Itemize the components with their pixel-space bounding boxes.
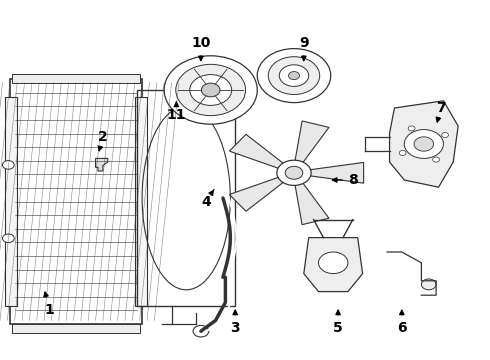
Circle shape	[164, 56, 257, 124]
Polygon shape	[390, 101, 458, 187]
Polygon shape	[303, 162, 364, 183]
Text: 5: 5	[333, 310, 343, 334]
Circle shape	[318, 252, 348, 274]
Circle shape	[190, 75, 232, 105]
Circle shape	[193, 325, 209, 337]
Bar	[12, 324, 140, 333]
Polygon shape	[304, 238, 363, 292]
Bar	[135, 97, 147, 306]
Circle shape	[399, 150, 406, 156]
Text: 6: 6	[397, 310, 407, 334]
Circle shape	[176, 64, 245, 116]
Circle shape	[2, 234, 14, 243]
Text: 9: 9	[299, 36, 309, 60]
Polygon shape	[294, 121, 329, 167]
Circle shape	[2, 161, 14, 169]
Bar	[5, 97, 17, 306]
Text: 10: 10	[191, 36, 211, 60]
Circle shape	[201, 83, 220, 97]
Circle shape	[414, 137, 434, 151]
Circle shape	[277, 160, 311, 185]
Text: 11: 11	[167, 102, 186, 122]
Circle shape	[408, 126, 415, 131]
Bar	[10, 79, 142, 324]
Polygon shape	[229, 134, 288, 171]
Text: 4: 4	[201, 189, 214, 208]
Polygon shape	[294, 179, 329, 225]
Circle shape	[421, 279, 436, 290]
Circle shape	[404, 130, 443, 158]
Text: 3: 3	[230, 310, 240, 334]
Polygon shape	[96, 158, 108, 171]
Circle shape	[285, 166, 303, 179]
Text: 1: 1	[44, 292, 54, 316]
Circle shape	[268, 57, 319, 94]
Circle shape	[441, 132, 448, 138]
Bar	[12, 74, 140, 83]
Circle shape	[289, 72, 299, 80]
Text: 7: 7	[436, 101, 446, 122]
Circle shape	[433, 157, 440, 162]
Text: 2: 2	[98, 130, 108, 151]
Bar	[137, 90, 235, 306]
Circle shape	[257, 49, 331, 103]
Circle shape	[279, 65, 309, 86]
Text: 8: 8	[333, 173, 358, 187]
Polygon shape	[229, 175, 288, 211]
